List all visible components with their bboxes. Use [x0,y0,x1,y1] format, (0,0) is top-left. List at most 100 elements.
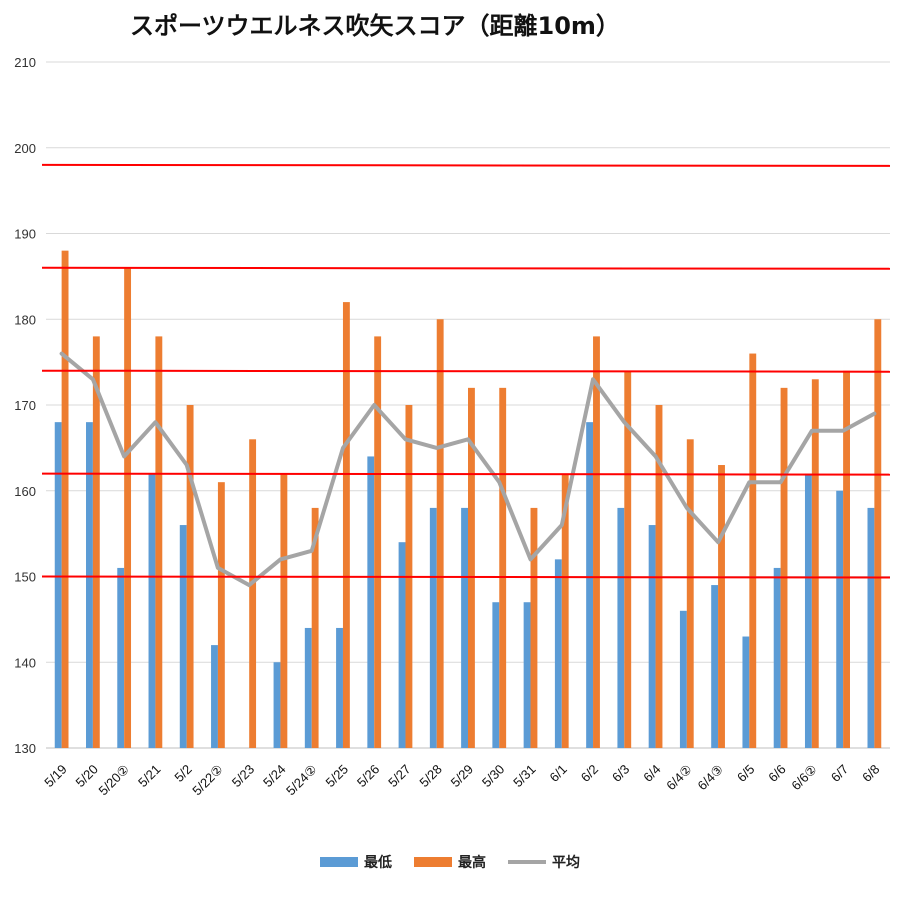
bar-max [280,473,288,748]
bar-min [523,602,531,748]
x-tick-label: 5/23 [229,762,258,791]
bar-max [311,507,319,748]
legend-swatch-min [320,857,358,867]
bar-min [836,490,844,748]
x-tick-label: 6/4 [640,762,663,785]
bar-min [711,585,719,748]
bar-max [561,473,569,748]
bar-max [593,336,600,748]
y-tick-label: 200 [14,141,36,156]
bar-min [273,662,281,748]
legend-item-max: 最高 [414,852,486,872]
bar-max [499,387,507,748]
chart-legend: 最低 最高 平均 [0,852,900,872]
legend-label-min: 最低 [364,855,392,871]
bar-max [843,370,850,748]
bar-min [117,567,125,748]
x-tick-label: 5/30 [479,762,508,791]
x-tick-label: 5/19 [41,762,70,791]
bar-max [217,482,225,748]
bar-max [624,370,632,748]
legend-swatch-avg [508,860,546,864]
x-tick-label: 5/2 [171,762,194,785]
bar-min [304,627,312,748]
y-tick-label: 190 [14,227,36,242]
x-tick-label: 5/20② [96,762,133,799]
x-tick-label: 5/26 [354,762,383,791]
y-tick-label: 210 [14,55,36,70]
bar-min [648,525,656,748]
reference-line [41,369,891,373]
x-tick-label: 6/1 [547,762,570,785]
y-tick-label: 180 [14,312,36,327]
x-tick-label: 6/5 [734,762,757,785]
legend-swatch-max [414,857,452,867]
x-tick-label: 5/24② [283,762,320,799]
bar-min [211,645,218,748]
chart-title: スポーツウエルネス吹矢スコア（距離10m） [130,12,620,40]
x-tick-label: 6/8 [859,762,882,785]
bar-max [61,250,69,748]
bar-max [436,319,444,748]
x-tick-label: 5/29 [448,762,477,791]
bar-min [179,525,187,748]
y-tick-label: 130 [14,741,36,756]
bar-min [742,636,750,748]
x-tick-label: 5/31 [510,762,539,791]
bar-min [679,610,687,748]
bar-max [874,319,882,748]
bar-max [811,379,819,748]
y-tick-label: 150 [14,570,36,585]
bar-max [124,267,132,748]
bar-max [686,439,694,748]
bar-min [461,507,468,748]
reference-line [41,472,891,476]
bar-min [554,559,562,748]
bar-min [492,602,500,748]
bar-min [398,542,406,748]
bar-max [780,387,788,748]
x-tick-label: 5/27 [385,762,414,791]
bar-min [367,456,375,748]
legend-label-max: 最高 [458,855,486,871]
bar-max [718,465,725,748]
bar-min [86,422,93,748]
bar-max [155,336,163,748]
reference-line [41,266,891,270]
legend-item-avg: 平均 [508,852,580,872]
bar-min [429,507,437,748]
y-tick-label: 160 [14,484,36,499]
y-tick-label: 140 [14,655,36,670]
bar-min [773,567,781,748]
x-tick-label: 6/3 [609,762,632,785]
bar-min [54,422,62,748]
bar-max [749,353,757,748]
bar-min [586,422,594,748]
x-tick-label: 6/4③ [695,762,727,794]
x-tick-label: 6/4② [663,762,695,794]
x-tick-label: 6/6② [788,762,820,794]
series-line-avg [59,351,877,588]
reference-line [41,163,891,167]
x-tick-label: 5/21 [135,762,164,791]
bar-min [867,507,875,748]
bar-max [249,439,257,748]
y-tick-label: 170 [14,398,36,413]
x-tick-label: 6/7 [828,762,851,785]
legend-label-avg: 平均 [552,855,580,871]
legend-item-min: 最低 [320,852,392,872]
bar-max [468,387,475,748]
bar-min [617,507,625,748]
bar-max [342,302,350,748]
bar-max [530,507,538,748]
bar-min [804,473,812,748]
bar-min [148,473,156,748]
bar-max [374,336,382,748]
x-tick-label: 5/22② [189,762,226,799]
reference-line [41,575,891,579]
x-tick-label: 5/28 [416,762,445,791]
x-tick-label: 6/2 [578,762,601,785]
x-tick-label: 5/25 [323,762,352,791]
bar-min [336,627,343,748]
